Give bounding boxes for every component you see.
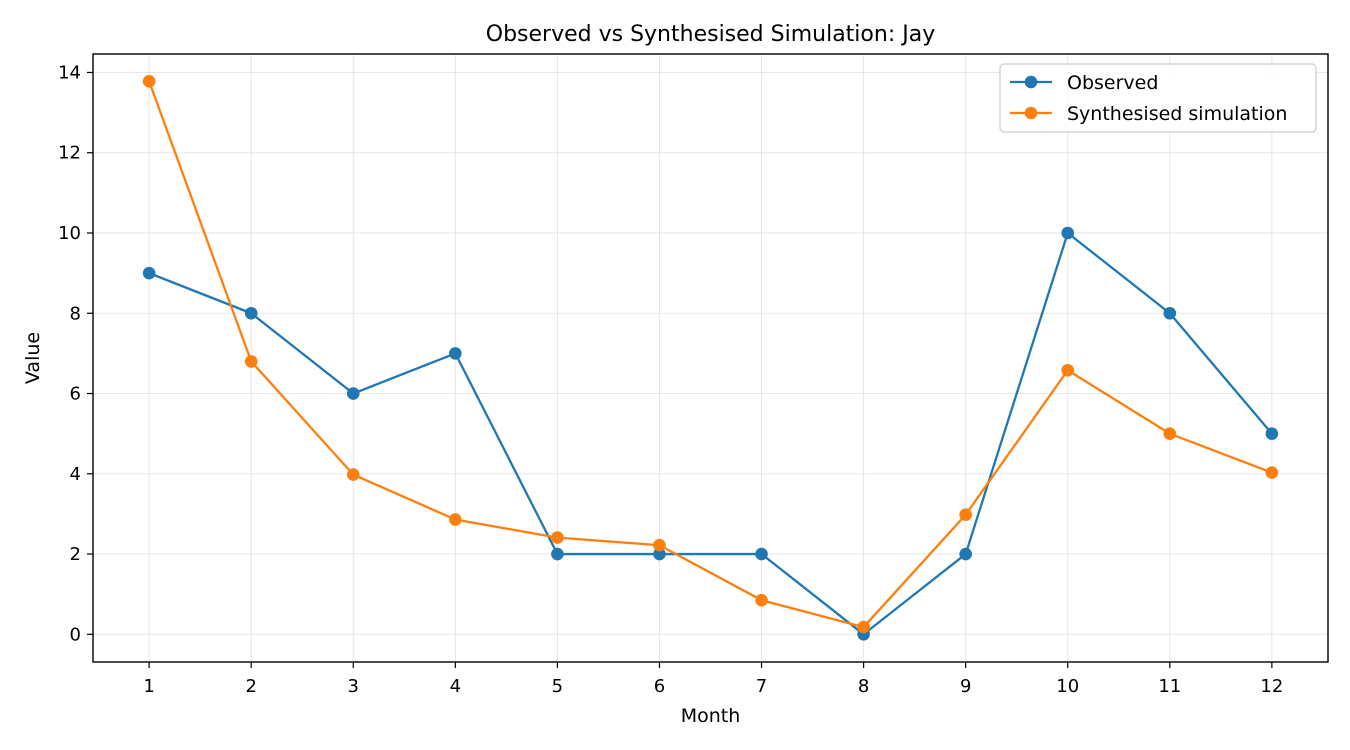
legend: Observed Synthesised simulation — [999, 63, 1317, 133]
data-point — [244, 355, 258, 368]
data-point — [244, 306, 258, 320]
x-tick-label: 10 — [1056, 676, 1079, 697]
y-tick-label: 10 — [58, 223, 81, 244]
data-point — [959, 508, 972, 522]
data-point — [653, 538, 666, 552]
y-tick-label: 8 — [70, 303, 81, 324]
x-tick-label: 7 — [756, 676, 767, 697]
x-tick-label: 1 — [143, 676, 154, 697]
data-point — [142, 266, 156, 280]
series-layer — [142, 74, 1279, 641]
legend-label: Observed — [1067, 72, 1158, 94]
data-point — [142, 74, 156, 88]
legend-marker — [1024, 106, 1038, 120]
data-point — [1061, 363, 1075, 377]
data-point — [346, 468, 360, 481]
data-point — [449, 513, 462, 526]
y-tick-label: 14 — [58, 62, 81, 83]
data-point — [653, 547, 666, 561]
data-point — [959, 547, 972, 561]
legend-label: Synthesised simulation — [1067, 103, 1287, 125]
y-tick-label: 2 — [70, 544, 81, 565]
data-point — [857, 620, 870, 634]
x-tick-label: 9 — [960, 676, 971, 697]
data-point — [1163, 427, 1177, 440]
data-point — [551, 547, 564, 561]
x-tick-label: 8 — [858, 676, 869, 697]
data-point — [1265, 466, 1279, 479]
x-tick-label: 2 — [245, 676, 256, 697]
data-point — [1163, 306, 1177, 320]
data-point — [1265, 427, 1279, 440]
legend-box — [999, 63, 1317, 133]
x-tick-label: 11 — [1158, 676, 1181, 697]
y-axis-title: Value — [22, 332, 44, 384]
plot-frame — [92, 53, 1329, 663]
y-tick-label: 4 — [70, 464, 81, 485]
series-line-1 — [148, 231, 1273, 636]
data-point — [755, 593, 768, 607]
y-tick-label: 6 — [70, 384, 81, 405]
y-tick-label: 12 — [58, 143, 81, 164]
data-point — [346, 387, 360, 400]
x-axis: 1 2 3 4 5 6 7 8 9 10 11 12 — [143, 662, 1283, 697]
data-point — [449, 347, 462, 360]
y-axis: 0 2 4 6 8 10 12 14 — [58, 62, 93, 645]
x-tick-label: 3 — [348, 676, 359, 697]
chart-title: Observed vs Synthesised Simulation: Jay — [486, 22, 935, 47]
x-tick-label: 5 — [552, 676, 563, 697]
series-line-2 — [148, 80, 1273, 629]
data-point — [755, 547, 768, 561]
data-point — [1061, 226, 1075, 240]
legend-marker — [1024, 75, 1038, 89]
data-point — [551, 531, 564, 544]
x-tick-label: 4 — [450, 676, 461, 697]
y-tick-label: 0 — [70, 624, 81, 645]
x-tick-label: 12 — [1260, 676, 1283, 697]
x-axis-title: Month — [681, 705, 741, 727]
x-tick-label: 6 — [654, 676, 665, 697]
